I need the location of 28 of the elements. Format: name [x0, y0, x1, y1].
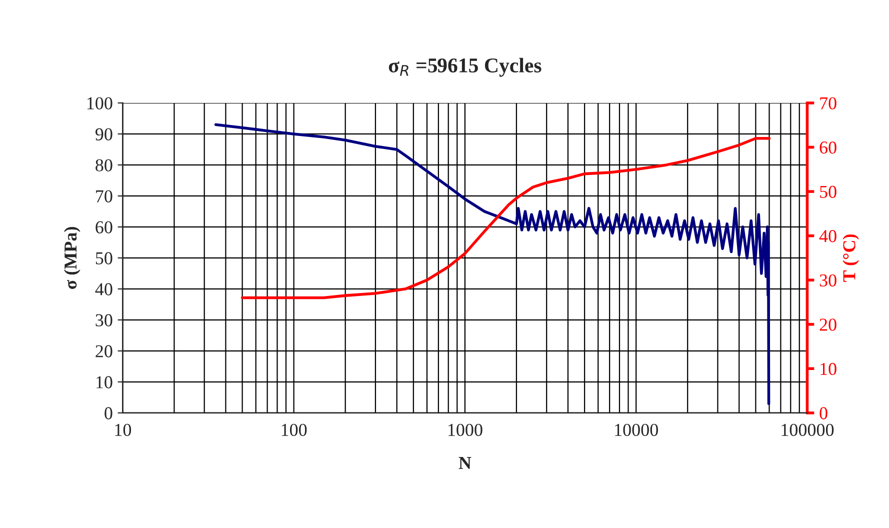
- y2-tick-label: 60: [820, 141, 836, 154]
- x-tick-label: 10000: [615, 424, 658, 436]
- y-tick-label: 40: [95, 283, 112, 296]
- y-tick-label: 20: [96, 345, 112, 358]
- x-axis-title: N: [458, 457, 472, 469]
- y2-axis-title: T (°C): [842, 234, 860, 282]
- x-tick-label: 100000: [782, 424, 834, 436]
- x-tick-label: 10: [115, 424, 132, 436]
- y-tick-label: 50: [96, 252, 112, 264]
- x-tick-label: 100: [282, 424, 307, 436]
- y-tick-label: 60: [96, 221, 112, 234]
- y-tick-label: 70: [96, 190, 112, 202]
- y2-tick-label: 10: [820, 362, 836, 376]
- y2-tick-label: 40: [819, 230, 836, 242]
- y-tick-label: 10: [96, 376, 112, 388]
- y2-tick-label: 70: [820, 97, 836, 110]
- y2-tick-label: 30: [820, 274, 836, 287]
- y2-tick-label: 0: [820, 407, 828, 420]
- y-tick-label: 0: [104, 407, 112, 420]
- chart-title: σ$_{R}$ =59615 Cycles: [388, 58, 542, 77]
- y-tick-label: 90: [95, 128, 112, 140]
- y-axis-title: σ (MPa): [64, 226, 80, 289]
- y2-tick-label: 20: [820, 318, 836, 331]
- y-tick-label: 80: [96, 159, 112, 172]
- y-tick-label: 30: [96, 314, 112, 326]
- y2-tick-label: 50: [820, 186, 836, 198]
- x-tick-label: 1000: [448, 424, 482, 436]
- y-tick-label: 100: [87, 97, 112, 110]
